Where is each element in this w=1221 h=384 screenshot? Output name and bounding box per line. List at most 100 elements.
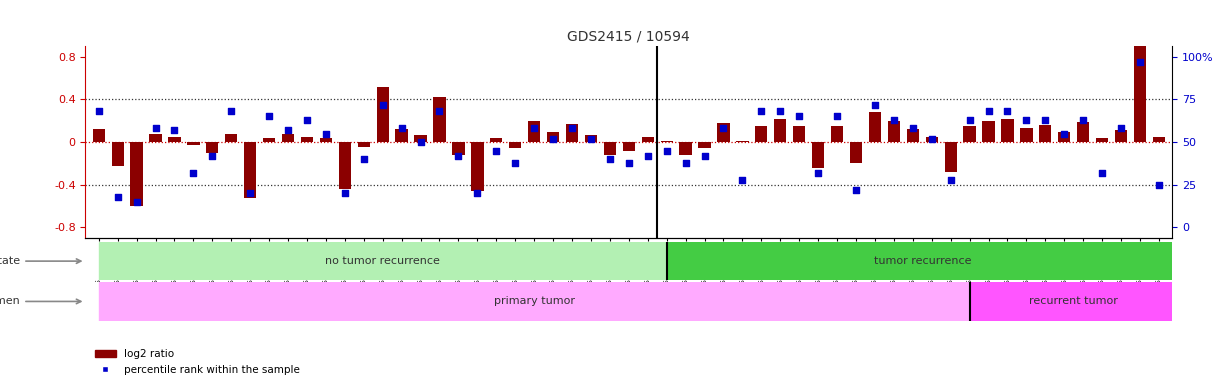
- Point: [183, 170, 203, 176]
- Bar: [969, 282, 1178, 321]
- Bar: [1096, 138, 1109, 142]
- Bar: [565, 124, 579, 142]
- Bar: [667, 242, 1178, 280]
- Point: [107, 194, 127, 200]
- Text: tumor recurrence: tumor recurrence: [873, 256, 971, 266]
- Bar: [131, 142, 143, 206]
- Point: [1093, 170, 1112, 176]
- Point: [1055, 131, 1074, 137]
- Point: [203, 153, 222, 159]
- Bar: [1021, 128, 1033, 142]
- Bar: [99, 282, 969, 321]
- Legend: log2 ratio, percentile rank within the sample: log2 ratio, percentile rank within the s…: [90, 345, 304, 379]
- Point: [145, 125, 165, 131]
- Bar: [661, 141, 673, 142]
- Point: [165, 127, 184, 133]
- Bar: [945, 142, 957, 172]
- Bar: [320, 138, 332, 142]
- Bar: [1134, 35, 1147, 142]
- Bar: [736, 141, 748, 142]
- Title: GDS2415 / 10594: GDS2415 / 10594: [568, 30, 690, 43]
- Point: [998, 108, 1017, 114]
- Point: [714, 125, 734, 131]
- Bar: [509, 142, 521, 149]
- Point: [941, 177, 961, 183]
- Point: [695, 153, 714, 159]
- Point: [89, 108, 109, 114]
- Bar: [926, 137, 938, 142]
- Bar: [603, 142, 617, 155]
- Bar: [338, 142, 350, 189]
- Bar: [300, 137, 313, 142]
- Bar: [149, 134, 161, 142]
- Bar: [1059, 132, 1071, 142]
- Bar: [717, 123, 730, 142]
- Text: no tumor recurrence: no tumor recurrence: [325, 256, 440, 266]
- Point: [639, 153, 658, 159]
- Point: [562, 125, 581, 131]
- Bar: [812, 142, 824, 168]
- Bar: [794, 126, 806, 142]
- Bar: [585, 135, 597, 142]
- Bar: [527, 121, 541, 142]
- Point: [808, 170, 828, 176]
- Bar: [396, 129, 408, 142]
- Bar: [376, 87, 388, 142]
- Point: [884, 117, 904, 123]
- Point: [486, 147, 505, 154]
- Point: [392, 125, 411, 131]
- Point: [259, 113, 278, 119]
- Point: [922, 136, 941, 142]
- Bar: [452, 142, 464, 155]
- Bar: [1001, 119, 1013, 142]
- Bar: [869, 112, 882, 142]
- Point: [733, 177, 752, 183]
- Point: [676, 159, 696, 166]
- Point: [354, 156, 374, 162]
- Bar: [679, 142, 692, 155]
- Bar: [471, 142, 484, 191]
- Point: [1111, 125, 1131, 131]
- Point: [1131, 59, 1150, 65]
- Point: [543, 136, 563, 142]
- Bar: [358, 142, 370, 147]
- Point: [828, 113, 847, 119]
- Bar: [641, 137, 654, 142]
- Point: [770, 108, 790, 114]
- Bar: [433, 97, 446, 142]
- Point: [372, 101, 392, 108]
- Point: [960, 117, 979, 123]
- Bar: [187, 142, 199, 145]
- Bar: [1039, 125, 1051, 142]
- Point: [448, 153, 468, 159]
- Point: [1017, 117, 1037, 123]
- Bar: [850, 142, 862, 164]
- Bar: [963, 126, 976, 142]
- Bar: [168, 137, 181, 142]
- Bar: [263, 138, 275, 142]
- Bar: [832, 126, 844, 142]
- Point: [127, 199, 147, 205]
- Bar: [547, 132, 559, 142]
- Bar: [1077, 122, 1089, 142]
- Bar: [698, 142, 711, 149]
- Point: [752, 108, 772, 114]
- Point: [657, 147, 676, 154]
- Point: [430, 108, 449, 114]
- Point: [866, 101, 885, 108]
- Point: [1035, 117, 1055, 123]
- Text: specimen: specimen: [0, 296, 81, 306]
- Text: disease state: disease state: [0, 256, 81, 266]
- Point: [581, 136, 601, 142]
- Point: [278, 127, 298, 133]
- Point: [335, 190, 354, 196]
- Bar: [99, 242, 667, 280]
- Point: [979, 108, 999, 114]
- Point: [619, 159, 639, 166]
- Point: [297, 117, 316, 123]
- Bar: [225, 134, 237, 142]
- Bar: [490, 138, 503, 142]
- Point: [600, 156, 619, 162]
- Point: [468, 190, 487, 196]
- Point: [410, 139, 430, 145]
